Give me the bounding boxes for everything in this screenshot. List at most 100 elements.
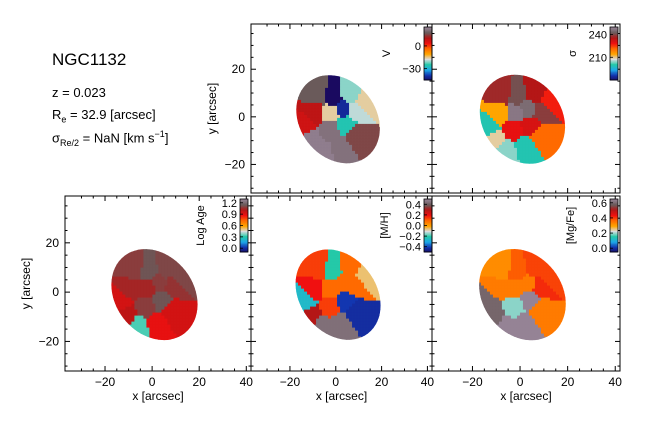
map-pixel — [561, 108, 566, 113]
map-pixel — [125, 339, 129, 343]
map-pixel — [107, 240, 111, 244]
map-pixel — [567, 84, 572, 89]
map-pixel — [167, 285, 171, 289]
map-pixel — [382, 126, 386, 131]
map-pixel — [316, 327, 320, 331]
map-pixel — [361, 78, 365, 83]
map-pixel — [143, 243, 147, 247]
map-pixel — [352, 267, 356, 271]
map-pixel — [170, 300, 174, 304]
map-pixel — [155, 276, 159, 280]
map-pixel — [352, 291, 356, 295]
map-pixel — [331, 87, 335, 92]
map-pixel — [355, 324, 359, 328]
map-pixel — [486, 144, 491, 149]
map-pixel — [531, 129, 536, 134]
map-pixel — [525, 87, 530, 92]
map-pixel — [295, 267, 299, 271]
map-pixel — [525, 69, 530, 74]
sigma-subscript: Re/2 — [60, 137, 80, 148]
map-pixel — [534, 129, 539, 134]
map-pixel — [161, 267, 165, 271]
map-pixel — [316, 252, 320, 256]
map-pixel — [107, 261, 111, 265]
map-pixel — [552, 78, 557, 83]
map-pixel — [158, 249, 162, 253]
map-pixel — [170, 342, 174, 346]
map-pixel — [367, 303, 371, 307]
map-pixel — [152, 240, 156, 244]
map-pixel — [322, 114, 326, 119]
map-pixel — [307, 264, 311, 268]
map-pixel — [525, 126, 530, 131]
map-pixel — [340, 270, 344, 274]
map-pixel — [316, 150, 320, 155]
map-pixel — [331, 81, 335, 86]
map-pixel — [370, 105, 374, 110]
map-pixel — [352, 129, 356, 134]
map-pixel — [310, 102, 314, 107]
map-pixel — [164, 240, 168, 244]
map-pixel — [152, 300, 156, 304]
map-pixel — [477, 117, 482, 122]
map-pixel — [537, 66, 542, 71]
map-pixel — [307, 132, 311, 137]
map-pixel — [498, 129, 503, 134]
map-pixel — [328, 162, 332, 167]
map-pixel — [313, 273, 317, 277]
map-pixel — [298, 138, 302, 143]
map-pixel — [134, 300, 138, 304]
map-pixel — [125, 246, 129, 250]
map-pixel — [343, 150, 347, 155]
map-pixel — [525, 111, 530, 116]
map-pixel — [176, 333, 180, 337]
map-pixel — [373, 282, 377, 286]
map-pixel — [367, 150, 371, 155]
map-pixel — [155, 279, 159, 283]
map-pixel — [113, 246, 117, 250]
map-pixel — [340, 303, 344, 307]
map-pixel — [552, 111, 557, 116]
map-pixel — [325, 270, 329, 274]
map-pixel — [382, 93, 386, 98]
map-pixel — [143, 267, 147, 271]
map-pixel — [501, 96, 506, 101]
map-pixel — [307, 300, 311, 304]
map-pixel — [298, 309, 302, 313]
map-pixel — [483, 123, 488, 128]
map-pixel — [361, 297, 365, 301]
map-pixel — [531, 126, 536, 131]
map-pixel — [352, 150, 356, 155]
map-pixel — [364, 258, 368, 262]
map-pixel — [295, 132, 299, 137]
map-pixel — [337, 66, 341, 71]
map-pixel — [307, 84, 311, 89]
map-pixel — [540, 153, 545, 158]
map-pixel — [301, 120, 305, 125]
map-pixel — [316, 69, 320, 74]
map-pixel — [307, 126, 311, 131]
map-pixel — [561, 153, 566, 158]
map-pixel — [355, 63, 359, 68]
map-pixel — [143, 315, 147, 319]
map-pixel — [313, 117, 317, 122]
map-pixel — [310, 246, 314, 250]
map-pixel — [295, 291, 299, 295]
map-pixel — [510, 153, 515, 158]
map-pixel — [543, 147, 548, 152]
map-pixel — [516, 138, 521, 143]
map-pixel — [110, 321, 114, 325]
map-pixel — [188, 312, 192, 316]
map-pixel — [528, 102, 533, 107]
map-pixel — [173, 336, 177, 340]
map-pixel — [122, 333, 126, 337]
map-pixel — [507, 144, 512, 149]
map-pixel — [113, 333, 117, 337]
map-pixel — [519, 132, 524, 137]
map-pixel — [355, 273, 359, 277]
map-pixel — [164, 327, 168, 331]
map-pixel — [110, 306, 114, 310]
map-pixel — [567, 123, 572, 128]
map-pixel — [540, 123, 545, 128]
map-pixel — [340, 87, 344, 92]
